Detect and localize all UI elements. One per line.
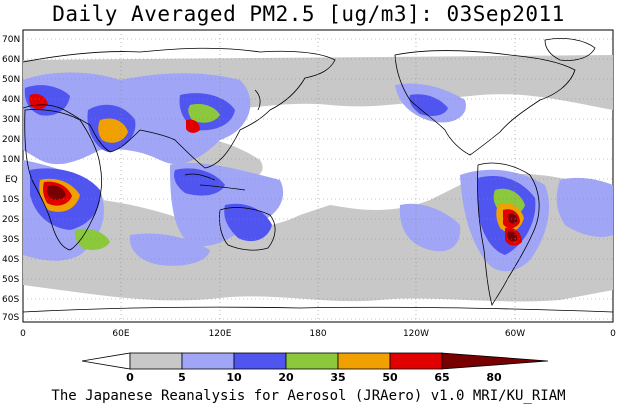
concentration-field [23,55,613,302]
longitude-labels: 0 60E 120E 180 120W 60W 0 [20,329,616,339]
colorbar-label: 20 [278,371,294,384]
colorbar-segment [81,352,131,370]
pm-level-80 [507,231,518,242]
colorbar-segment [181,352,235,370]
latitude-labels: 70N 60N 50N 40N 30N 20N 10N EQ 10S 20S 3… [2,35,20,323]
pm-level-35 [74,228,110,250]
lat-label: EQ [5,175,18,185]
pm-level-80 [46,185,66,200]
pm-level-80 [508,213,518,224]
map-title: Daily Averaged PM2.5 [ug/m3]: 03Sep2011 [52,2,565,26]
colorbar-label: 0 [126,371,134,384]
lon-label: 120E [209,329,232,339]
pm-level-10 [129,233,210,266]
colorbar-label: 35 [330,371,345,384]
lat-label: 50N [2,75,20,85]
lat-label: 30S [2,235,19,245]
lat-label: 70S [2,313,19,323]
coastlines [23,38,613,313]
colorbar [81,352,549,370]
lon-label: 0 [610,329,616,339]
lat-label: 30N [2,115,20,125]
colorbar-segment [285,352,339,370]
lat-label: 20N [2,135,20,145]
pm-level-20 [409,94,448,116]
colorbar-label: 50 [382,371,398,384]
footer-credit: The Japanese Reanalysis for Aerosol (JRA… [51,388,566,404]
colorbar-segment [233,352,287,370]
pm-level-65 [186,119,200,133]
lat-label: 70N [2,35,20,45]
colorbar-label: 10 [226,371,242,384]
lat-label: 50S [2,275,19,285]
colorbar-labels: 0 5 10 20 35 50 65 80 [126,371,502,384]
lon-label: 180 [309,329,326,339]
lat-label: 60S [2,295,19,305]
pm-level-50 [98,118,128,143]
colorbar-segment [441,352,549,370]
colorbar-segment [389,352,443,370]
pm-level-10 [399,203,461,252]
lat-label: 10N [2,155,20,165]
colorbar-label: 5 [178,371,186,384]
lat-label: 40N [2,95,20,105]
lon-label: 0 [20,329,26,339]
pm-level-20 [174,168,225,196]
colorbar-label: 65 [434,371,449,384]
colorbar-segment [129,352,183,370]
graticule [23,30,613,322]
pm-level-35 [188,104,220,123]
pm-level-10 [556,177,613,237]
lon-label: 60W [505,329,525,339]
lat-label: 10S [2,195,19,205]
lon-label: 120W [403,329,429,339]
pm-level-20 [224,203,272,242]
lat-label: 60N [2,55,20,65]
lat-label: 40S [2,255,19,265]
lat-label: 20S [2,215,19,225]
colorbar-label: 80 [486,371,502,384]
colorbar-segment [337,352,391,370]
lon-label: 60E [112,329,129,339]
